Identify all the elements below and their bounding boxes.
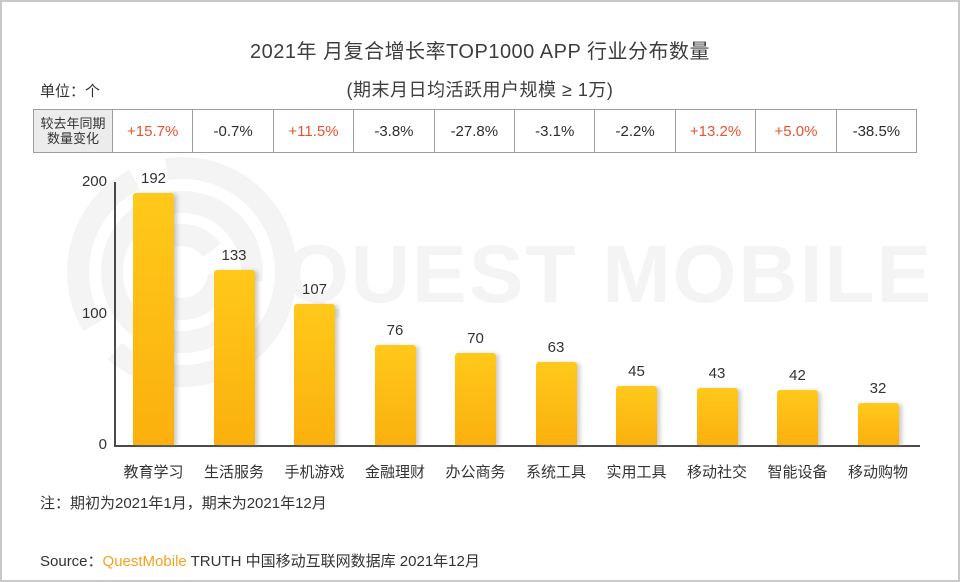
- yoy-row-header-line1: 较去年同期: [40, 116, 106, 131]
- bar-value-label: 133: [221, 247, 247, 265]
- note-text: 注：期初为2021年1月，期末为2021年12月: [40, 495, 327, 512]
- category-label: 系统工具: [525, 464, 586, 481]
- category-label: 手机游戏: [284, 464, 345, 481]
- bar-value-label: 45: [628, 362, 645, 380]
- x-axis: [114, 445, 920, 447]
- bar-value-label: 42: [789, 366, 806, 384]
- yoy-cell: -0.7%: [193, 110, 274, 152]
- unit-label: 单位：个: [40, 83, 101, 100]
- source-suffix: TRUTH 中国移动互联网数据库 2021年12月: [186, 553, 480, 570]
- category-label: 移动购物: [847, 464, 908, 481]
- bar-value-label: 70: [467, 329, 484, 347]
- bar: [857, 402, 899, 445]
- bar-value-label: 192: [140, 169, 167, 187]
- yoy-cell: -27.8%: [434, 110, 516, 152]
- bar: [455, 352, 496, 445]
- category-label: 移动社交: [686, 464, 747, 481]
- page-title: 2021年 月复合增长率TOP1000 APP 行业分布数量: [250, 41, 710, 63]
- yoy-row-header: 较去年同期 数量变化: [34, 110, 113, 152]
- bar: [535, 362, 577, 445]
- bar-value-label: 76: [386, 322, 404, 340]
- page-subtitle: (期末月日均活跃用户规模 ≥ 1万): [346, 80, 614, 100]
- y-tick-label: 200: [81, 173, 107, 190]
- category-label: 教育学习: [123, 464, 184, 481]
- yoy-cell: +11.5%: [273, 110, 355, 152]
- source-brand: QuestMobile: [102, 553, 187, 570]
- yoy-cell: -2.2%: [595, 110, 676, 152]
- y-axis: [114, 182, 116, 447]
- category-label: 办公商务: [445, 464, 506, 481]
- bar: [294, 304, 335, 445]
- category-label: 生活服务: [203, 464, 264, 481]
- bar-value-label: 107: [301, 281, 328, 299]
- source-text: Source：QuestMobile TRUTH 中国移动互联网数据库 2021…: [40, 550, 480, 571]
- bar: [616, 385, 657, 445]
- bar: [374, 345, 416, 445]
- yoy-cell: -3.8%: [354, 110, 435, 152]
- yoy-cell: +5.0%: [756, 110, 837, 152]
- yoy-cell: +13.2%: [675, 110, 757, 152]
- y-tick-label: 100: [81, 304, 107, 322]
- yoy-cell: -3.1%: [515, 110, 596, 152]
- bar-value-label: 32: [869, 379, 887, 397]
- source-prefix: Source：: [40, 553, 103, 570]
- bar: [213, 270, 255, 445]
- y-tick-label: 0: [98, 436, 107, 453]
- bar-value-label: 63: [547, 339, 565, 357]
- yoy-cell: +15.7%: [113, 110, 194, 152]
- yoy-table: 较去年同期 数量变化 +15.7% -0.7% +11.5% -3.8% -27.8% -…: [33, 109, 917, 153]
- category-label: 金融理财: [364, 464, 425, 481]
- bar: [777, 389, 818, 445]
- yoy-row-header-line2: 数量变化: [46, 131, 99, 146]
- category-label: 智能设备: [767, 464, 828, 481]
- bar: [133, 192, 174, 445]
- bar: [696, 388, 738, 445]
- yoy-cell: -38.5%: [836, 110, 917, 152]
- bar-value-label: 43: [708, 365, 726, 383]
- watermark-text: QUEST MOBILE: [285, 229, 934, 320]
- category-label: 实用工具: [606, 464, 667, 481]
